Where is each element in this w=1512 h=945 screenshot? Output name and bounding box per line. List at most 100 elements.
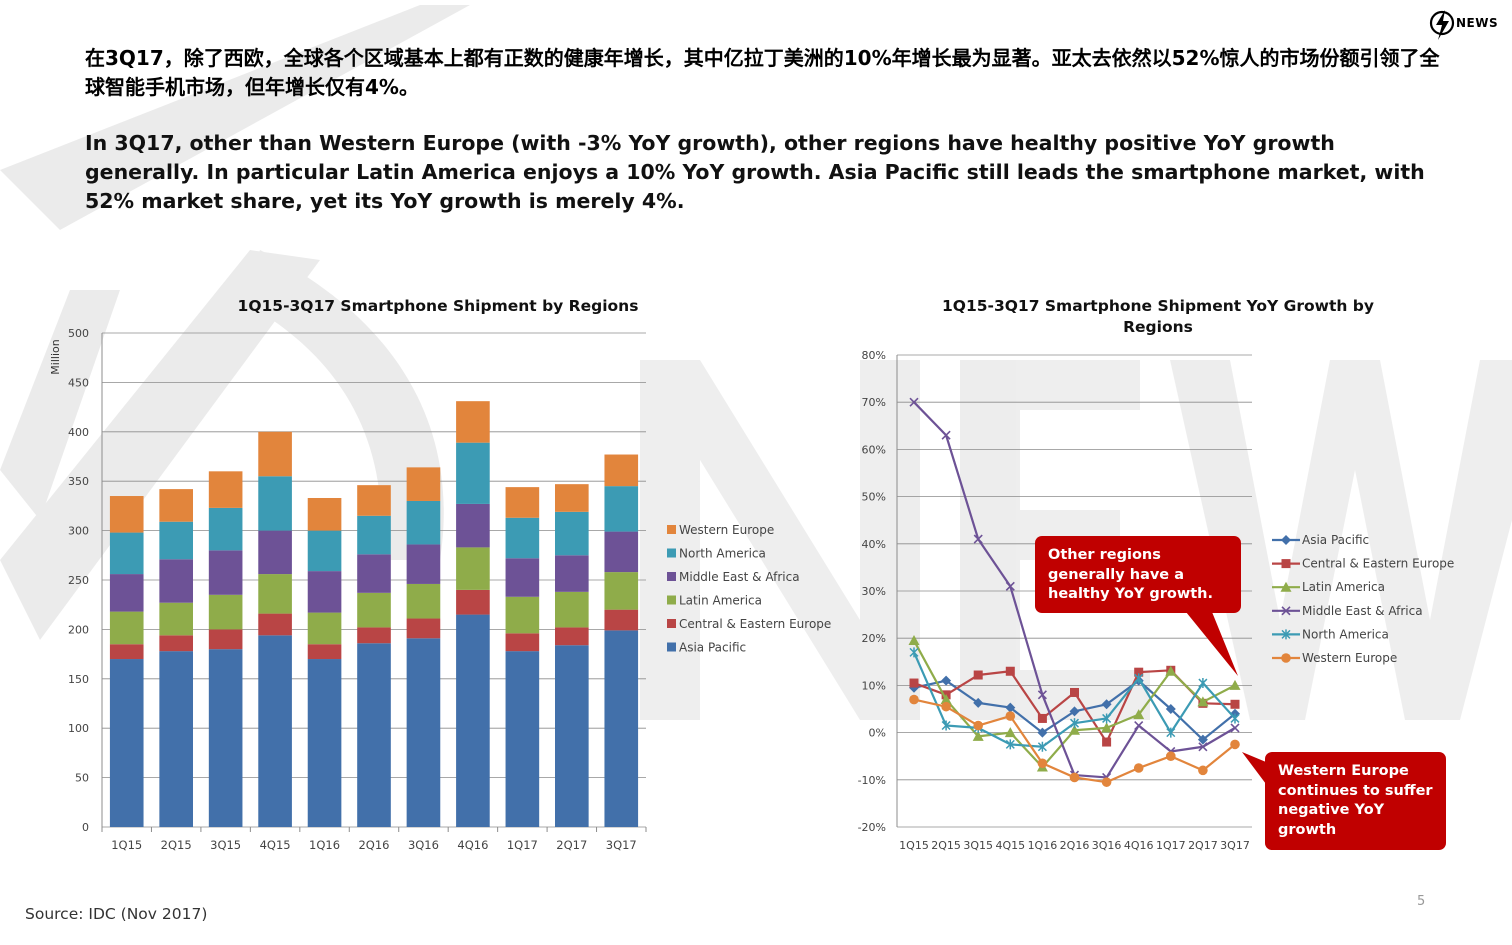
chart2-data-point (909, 647, 919, 658)
chart2-data-point (1229, 679, 1241, 690)
chart2-data-point (1134, 667, 1144, 677)
chart1-ytick-label: 150 (68, 673, 89, 686)
chart2-data-point (1005, 666, 1015, 676)
chart1-bar-segment (505, 633, 540, 652)
chart1-bar-segment (307, 644, 342, 660)
chart1-bar-segment (555, 591, 589, 628)
chart1-ytick-label: 200 (68, 623, 89, 636)
chart2-ytick-label: 70% (862, 396, 886, 409)
chart1-bar-segment (159, 635, 193, 652)
chart2-data-point (1069, 706, 1080, 717)
chart2-data-point (940, 694, 952, 705)
chart1-bar-segment (109, 644, 144, 660)
chart1-legend-swatch (667, 619, 676, 628)
chart1-bar-segment (604, 531, 639, 573)
chart1-bar-segment (456, 503, 490, 548)
chart2-data-point (1230, 723, 1240, 733)
chart1-ytick-label: 500 (68, 327, 89, 340)
logo-text: NEWS (1456, 16, 1499, 30)
chart2-title-line2: Regions (1123, 318, 1193, 336)
chart2-xtick-label: 4Q15 (995, 839, 1025, 852)
chart2-data-point (1069, 772, 1080, 783)
source-note: Source: IDC (Nov 2017) (25, 905, 208, 923)
chart2-ytick-label: 60% (862, 443, 886, 456)
chart1-bar-segment (505, 651, 540, 827)
chart2-data-point (973, 670, 983, 680)
chart2-data-point (1230, 739, 1240, 750)
chart2-data-point (1165, 704, 1176, 714)
chart2-data-point (1037, 727, 1048, 738)
page-number: 5 (1417, 894, 1426, 909)
chart1-bar-segment (357, 515, 391, 555)
chart1-bar-segment (406, 583, 441, 619)
callout-western-europe-text: Western Europe continues to suffer negat… (1278, 763, 1433, 838)
chart1-legend-swatch (667, 642, 676, 652)
chart1-bar-segment (208, 594, 243, 630)
chart2-data-point (909, 678, 919, 688)
chart1-bar-segment (159, 489, 193, 522)
chart1-xtick-label: 1Q17 (507, 838, 538, 852)
chart2-data-point (1102, 737, 1112, 747)
chart2-xtick-label: 2Q17 (1188, 839, 1218, 852)
chart1-xtick-label: 3Q15 (210, 838, 241, 852)
chart2-xtick-label: 2Q15 (931, 839, 961, 852)
chart1-bar-segment (109, 659, 144, 827)
chart1-legend-swatch (667, 525, 676, 534)
chart2-data-point (1197, 734, 1208, 745)
chart1-bar-segment (505, 558, 540, 597)
chart2-data-point (1133, 763, 1144, 773)
chart2-data-point (1037, 758, 1048, 769)
chart2-data-point (1005, 711, 1016, 721)
chart2-data-point (1037, 741, 1047, 752)
chart2-data-point (1101, 777, 1112, 787)
chart2-data-point (941, 675, 952, 686)
chart1-bar-segment (357, 554, 391, 593)
chart2-ytick-label: 20% (862, 632, 886, 645)
chart2-data-point (973, 720, 983, 731)
chart1-xtick-label: 1Q15 (111, 838, 142, 852)
chart1-bar-segment (258, 530, 292, 575)
chart2-data-point (1004, 727, 1016, 738)
chart1-ytick-label: 400 (68, 426, 89, 439)
chart1-bar-segment (258, 574, 292, 614)
chart2-legend-label: Asia Pacific (1302, 533, 1369, 547)
chart2-xtick-label: 4Q16 (1124, 839, 1154, 852)
chart2-ytick-label: 10% (862, 679, 886, 692)
chart2-data-point (941, 720, 951, 731)
chart1-xtick-label: 2Q17 (556, 838, 587, 852)
chart1-legend-label: Western Europe (679, 523, 774, 537)
chart2-legend-marker (1281, 629, 1291, 640)
chart2-legend-marker (1281, 653, 1291, 663)
news-logo[interactable]: NEWS (1428, 8, 1500, 42)
chart2-xtick-label: 3Q15 (963, 839, 993, 852)
chart2-data-point (973, 534, 983, 544)
chart1-bar-segment (258, 613, 292, 636)
chart2-data-point (1005, 739, 1015, 750)
chart2-data-point (1037, 690, 1047, 700)
chart2-data-point (1070, 687, 1079, 697)
chart1-xtick-label: 2Q16 (358, 838, 389, 852)
chart1-legend-label: Central & Eastern Europe (679, 617, 831, 631)
chart1-xtick-label: 3Q16 (408, 838, 439, 852)
headline-english: In 3Q17, other than Western Europe (with… (85, 131, 1425, 213)
chart1-ytick-label: 250 (68, 574, 89, 587)
chart2-legend-marker (1281, 535, 1291, 545)
chart1-bar-segment (357, 485, 391, 516)
chart1-bar-segment (406, 618, 441, 639)
chart2-data-point (1166, 751, 1176, 761)
chart1-bar-segment (307, 530, 342, 572)
chart1-bar-segment (357, 627, 391, 644)
chart1-bar-segment (159, 559, 193, 603)
chart1-ytick-label: 50 (75, 772, 89, 785)
chart1-bar-segment (456, 547, 490, 590)
chart2-legend-marker (1281, 606, 1291, 616)
chart2-legend-label: Central & Eastern Europe (1302, 557, 1454, 571)
chart1-bar-segment (208, 507, 243, 551)
chart1-bar-segment (456, 401, 490, 443)
chart2-legend-label: North America (1302, 627, 1389, 641)
chart1-bar-segment (555, 555, 589, 592)
chart1-bar-segment (505, 517, 540, 559)
chart1-bar-segment (109, 574, 144, 612)
